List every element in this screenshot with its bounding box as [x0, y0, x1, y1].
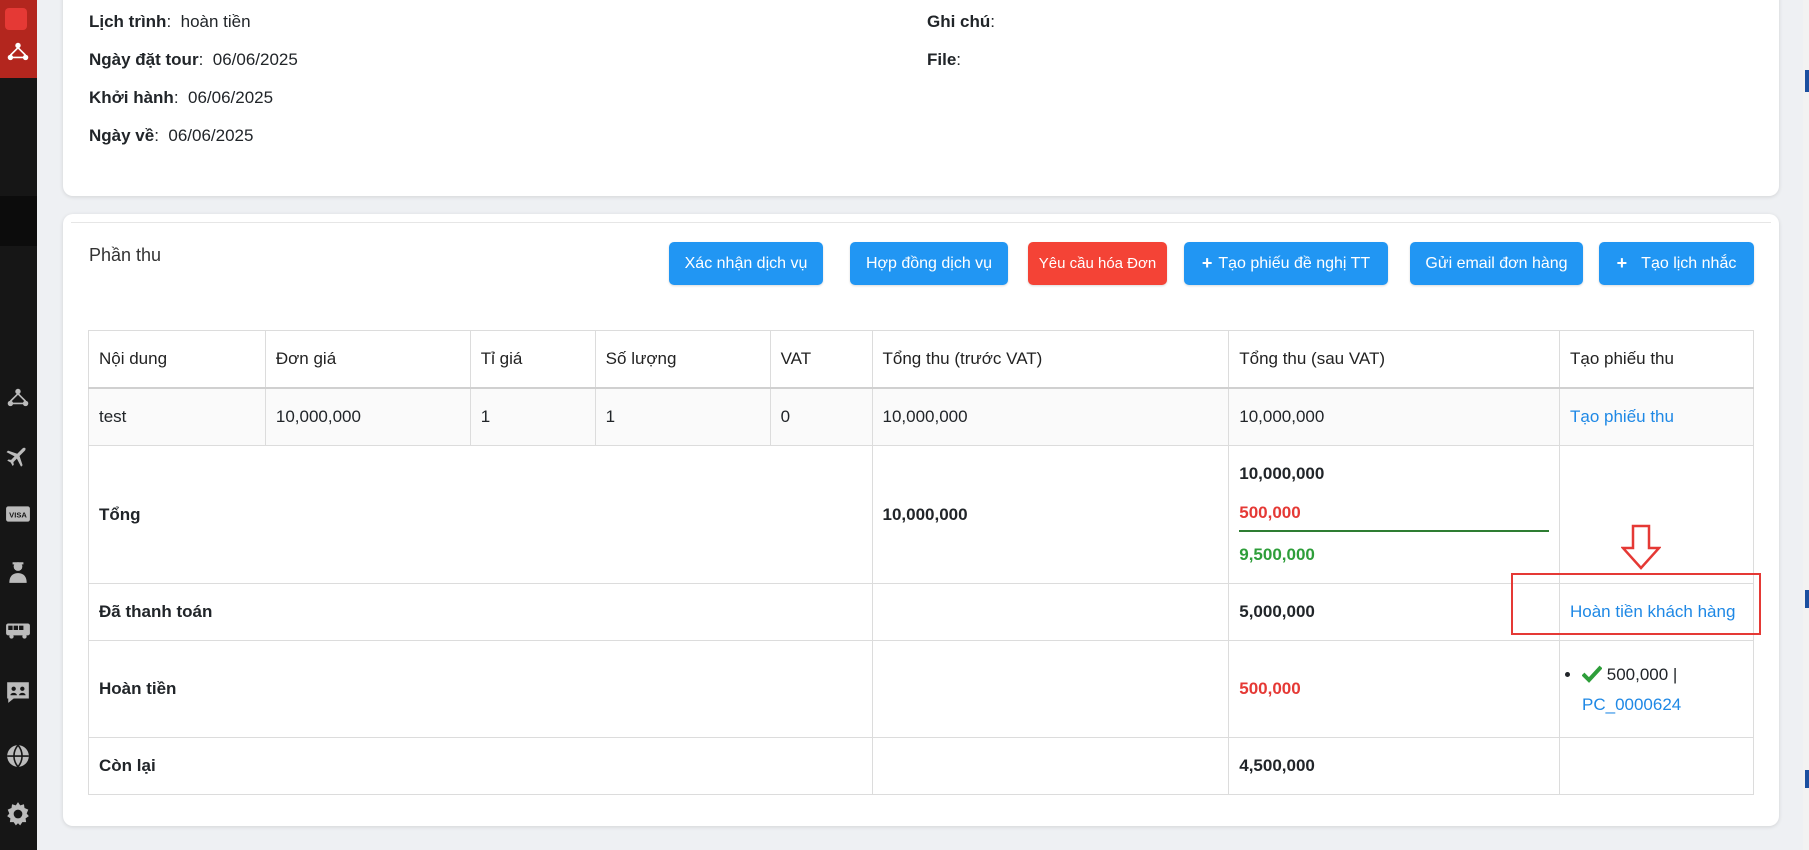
item-content: test — [88, 387, 266, 446]
return-date-row: Ngày về: 06/06/2025 — [89, 126, 254, 145]
col-header: Tổng thu (sau VAT) — [1228, 330, 1560, 389]
annotation-highlight-box — [1511, 573, 1761, 635]
total-deduction: 500,000 — [1239, 503, 1301, 522]
col-header: Số lượng — [594, 330, 771, 389]
invoice-request-button[interactable]: Yêu cầu hóa Đơn — [1028, 242, 1167, 285]
total-row: Tổng 10,000,000 10,000,000 500,000 9,500… — [88, 445, 1754, 584]
refund-customer-cell: Hoàn tiền khách hàng — [1559, 583, 1754, 641]
edge-marker — [1805, 590, 1809, 608]
col-header: Tạo phiếu thu — [1559, 330, 1754, 389]
tour-guide-icon[interactable] — [4, 558, 32, 586]
table-row: test 10,000,000 1 1 0 10,000,000 10,000,… — [88, 387, 1754, 446]
item-total-after-vat: 10,000,000 — [1228, 387, 1560, 446]
payment-request-label: Tạo phiếu đề nghị TT — [1218, 254, 1371, 272]
section-title: Phần thu — [89, 245, 162, 265]
edge-marker — [1805, 70, 1809, 92]
remaining-label: Còn lại — [88, 737, 873, 795]
payment-request-button[interactable]: + Tạo phiếu đề nghị TT — [1184, 242, 1388, 285]
section-divider — [71, 222, 1771, 223]
sidebar-active-section[interactable] — [0, 0, 37, 78]
schedule-value: hoàn tiền — [180, 12, 251, 31]
plus-icon: + — [1201, 253, 1213, 273]
send-email-button[interactable]: Gửi email đơn hàng — [1410, 242, 1583, 285]
total-label: Tổng — [88, 445, 873, 584]
network-icon[interactable] — [4, 38, 32, 66]
remaining-before-vat — [871, 737, 1230, 795]
network-icon[interactable] — [4, 384, 32, 412]
schedule-label: Lịch trình — [89, 12, 167, 31]
globe-icon[interactable] — [4, 742, 32, 770]
file-row: File: — [927, 50, 962, 69]
create-reminder-label: Tạo lịch nhắc — [1641, 254, 1737, 272]
tour-info-card — [63, 0, 1779, 196]
bus-icon[interactable] — [4, 616, 32, 644]
note-row: Ghi chú: — [927, 12, 996, 31]
item-rate: 1 — [469, 387, 596, 446]
down-arrow-icon — [1621, 524, 1661, 570]
total-after-vat-cell: 10,000,000 500,000 9,500,000 — [1228, 445, 1560, 584]
item-quantity: 1 — [594, 387, 771, 446]
list-item: 500,000 | PC_0000624 — [1581, 661, 1743, 718]
total-net: 9,500,000 — [1239, 545, 1315, 564]
booking-date-label: Ngày đặt tour — [89, 50, 199, 69]
remaining-row: Còn lại 4,500,000 — [88, 737, 1754, 795]
departure-label: Khởi hành — [89, 88, 174, 107]
total-after-vat: 10,000,000 — [1239, 464, 1325, 483]
booking-date-value: 06/06/2025 — [212, 50, 298, 69]
return-date-label: Ngày về — [89, 126, 155, 145]
refund-entry-amount: 500,000 | — [1606, 664, 1678, 684]
item-vat: 0 — [769, 387, 873, 446]
departure-value: 06/06/2025 — [187, 88, 274, 107]
note-label: Ghi chú — [927, 12, 991, 31]
paid-label: Đã thanh toán — [88, 583, 873, 641]
booking-date-row: Ngày đặt tour: 06/06/2025 — [89, 50, 298, 69]
plus-icon: + — [1616, 253, 1628, 273]
col-header: Đơn giá — [264, 330, 471, 389]
check-icon — [1581, 664, 1603, 691]
file-label: File — [927, 50, 957, 69]
create-receipt-cell: Tạo phiếu thu — [1559, 387, 1754, 446]
sidebar-band — [0, 196, 37, 246]
remaining-amount: 4,500,000 — [1228, 737, 1560, 795]
app-logo-icon — [5, 8, 27, 30]
col-header: Tổng thu (trước VAT) — [871, 330, 1230, 389]
refund-before-vat — [871, 640, 1230, 738]
create-receipt-link[interactable]: Tạo phiếu thu — [1570, 407, 1674, 426]
svg-text:VISA: VISA — [9, 510, 27, 519]
refund-row: Hoàn tiền 500,000 500,000 | PC_0000624 — [88, 640, 1754, 738]
refund-entry-code-link[interactable]: PC_0000624 — [1582, 694, 1682, 714]
refund-customer-link[interactable]: Hoàn tiền khách hàng — [1570, 602, 1736, 621]
visa-card-icon[interactable]: VISA — [4, 500, 32, 528]
confirm-service-button[interactable]: Xác nhận dịch vụ — [669, 242, 823, 285]
departure-row: Khởi hành: 06/06/2025 — [89, 88, 274, 107]
schedule-row: Lịch trình: hoàn tiền — [89, 12, 251, 31]
total-action-cell — [1559, 445, 1754, 584]
group-chat-icon[interactable] — [4, 678, 32, 706]
col-header: Nội dung — [88, 330, 266, 389]
paid-row: Đã thanh toán 5,000,000 Hoàn tiền khách … — [88, 583, 1754, 641]
airplane-icon[interactable] — [4, 442, 32, 470]
paid-before-vat — [871, 583, 1230, 641]
receipts-table: Nội dung Đơn giá Tỉ giá Số lượng VAT Tổn… — [88, 330, 1754, 795]
refund-entries-cell: 500,000 | PC_0000624 — [1559, 640, 1754, 738]
return-date-value: 06/06/2025 — [168, 126, 254, 145]
service-contract-button[interactable]: Hợp đồng dịch vụ — [850, 242, 1008, 285]
total-separator-line — [1239, 530, 1549, 532]
create-reminder-button[interactable]: + Tạo lịch nhắc — [1599, 242, 1754, 285]
table-header-row: Nội dung Đơn giá Tỉ giá Số lượng VAT Tổn… — [88, 330, 1754, 389]
edge-marker — [1805, 770, 1809, 788]
col-header: VAT — [769, 330, 873, 389]
item-unit-price: 10,000,000 — [264, 387, 471, 446]
settings-gear-icon[interactable] — [4, 800, 32, 828]
left-sidebar: VISA — [0, 0, 37, 850]
item-total-before-vat: 10,000,000 — [871, 387, 1230, 446]
paid-amount: 5,000,000 — [1228, 583, 1560, 641]
refund-entries-list: 500,000 | PC_0000624 — [1570, 661, 1743, 718]
col-header: Tỉ giá — [469, 330, 596, 389]
right-edge-strip — [1803, 0, 1809, 850]
remaining-action-cell — [1559, 737, 1754, 795]
refund-amount: 500,000 — [1228, 640, 1560, 738]
refund-label: Hoàn tiền — [88, 640, 873, 738]
total-before-vat: 10,000,000 — [871, 445, 1230, 584]
